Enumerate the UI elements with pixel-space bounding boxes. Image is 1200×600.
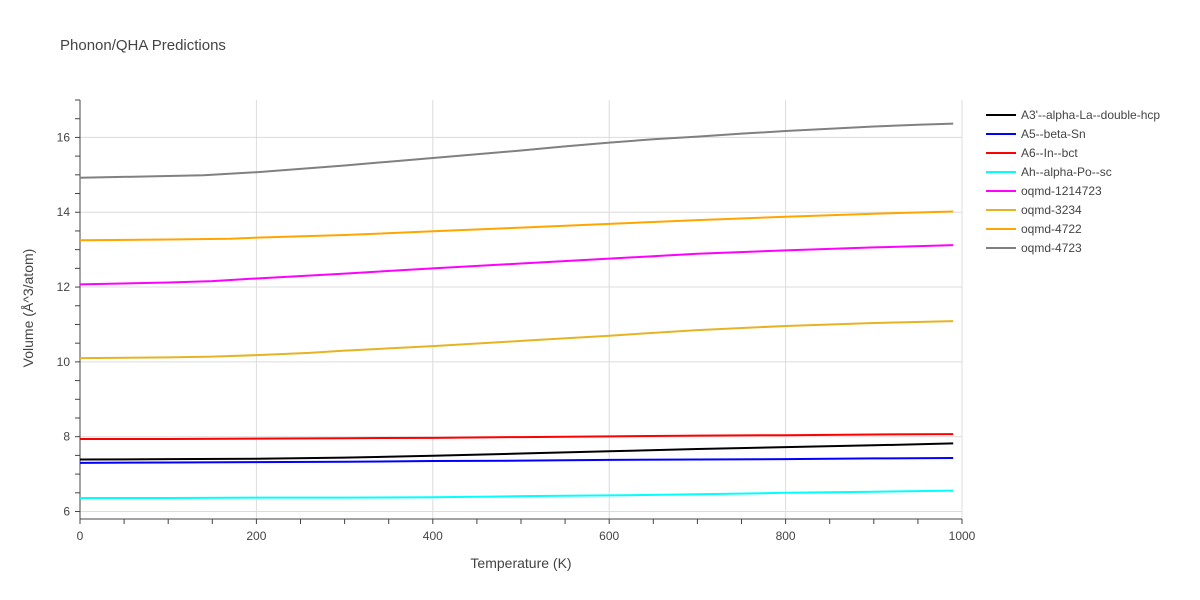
x-tick-label: 200 <box>246 529 266 543</box>
y-axis-title: Volume (Å^3/atom) <box>20 249 36 368</box>
legend-label: oqmd-4722 <box>1021 222 1082 236</box>
legend-item[interactable]: A3'--alpha-La--double-hcp <box>986 108 1160 122</box>
legend-item[interactable]: A6--In--bct <box>986 146 1078 160</box>
legend-item[interactable]: A5--beta-Sn <box>986 127 1086 141</box>
x-tick-label: 0 <box>77 529 84 543</box>
legend: A3'--alpha-La--double-hcp A5--beta-Sn A6--… <box>986 108 1160 255</box>
legend-label: A5--beta-Sn <box>1021 127 1086 141</box>
x-tick-label: 1000 <box>949 529 976 543</box>
y-tick-label: 6 <box>63 505 70 519</box>
x-tick-labels: 0 200 400 600 800 1000 <box>77 529 976 543</box>
legend-item[interactable]: oqmd-4722 <box>986 222 1082 236</box>
legend-item[interactable]: oqmd-1214723 <box>986 184 1102 198</box>
series-line-A3'--alpha-La--double-hcp <box>79 442 954 461</box>
y-tick-label: 8 <box>63 430 70 444</box>
legend-label: A3'--alpha-La--double-hcp <box>1021 108 1160 122</box>
x-tick-label: 800 <box>776 529 796 543</box>
x-axis-title: Temperature (K) <box>470 555 571 571</box>
x-tick-label: 400 <box>423 529 443 543</box>
series-line-oqmd-3234 <box>79 320 954 360</box>
legend-label: Ah--alpha-Po--sc <box>1021 165 1112 179</box>
series-line-Ah--alpha-Po--sc <box>80 489 954 500</box>
legend-label: oqmd-1214723 <box>1021 184 1102 198</box>
series-line-A6--In--bct <box>80 433 954 440</box>
series-line-A5--beta-Sn <box>79 457 954 464</box>
chart-title: Phonon/QHA Predictions <box>60 37 226 54</box>
grid-lines <box>80 100 963 519</box>
y-tick-label: 14 <box>57 205 71 219</box>
y-tick-label: 16 <box>57 130 71 144</box>
legend-item[interactable]: oqmd-3234 <box>986 203 1082 217</box>
axes <box>75 99 963 524</box>
legend-label: oqmd-3234 <box>1021 203 1082 217</box>
legend-label: oqmd-4723 <box>1021 241 1082 255</box>
series-line-oqmd-4723 <box>79 122 954 179</box>
y-tick-labels: 6 8 10 12 14 16 <box>57 130 71 518</box>
y-tick-label: 12 <box>57 280 71 294</box>
series-line-oqmd-4722 <box>79 210 954 242</box>
legend-item[interactable]: Ah--alpha-Po--sc <box>986 165 1112 179</box>
series-layer <box>79 122 954 500</box>
legend-label: A6--In--bct <box>1021 146 1078 160</box>
y-tick-label: 10 <box>57 355 71 369</box>
x-tick-label: 600 <box>599 529 619 543</box>
series-line-oqmd-1214723 <box>79 244 954 286</box>
legend-item[interactable]: oqmd-4723 <box>986 241 1082 255</box>
